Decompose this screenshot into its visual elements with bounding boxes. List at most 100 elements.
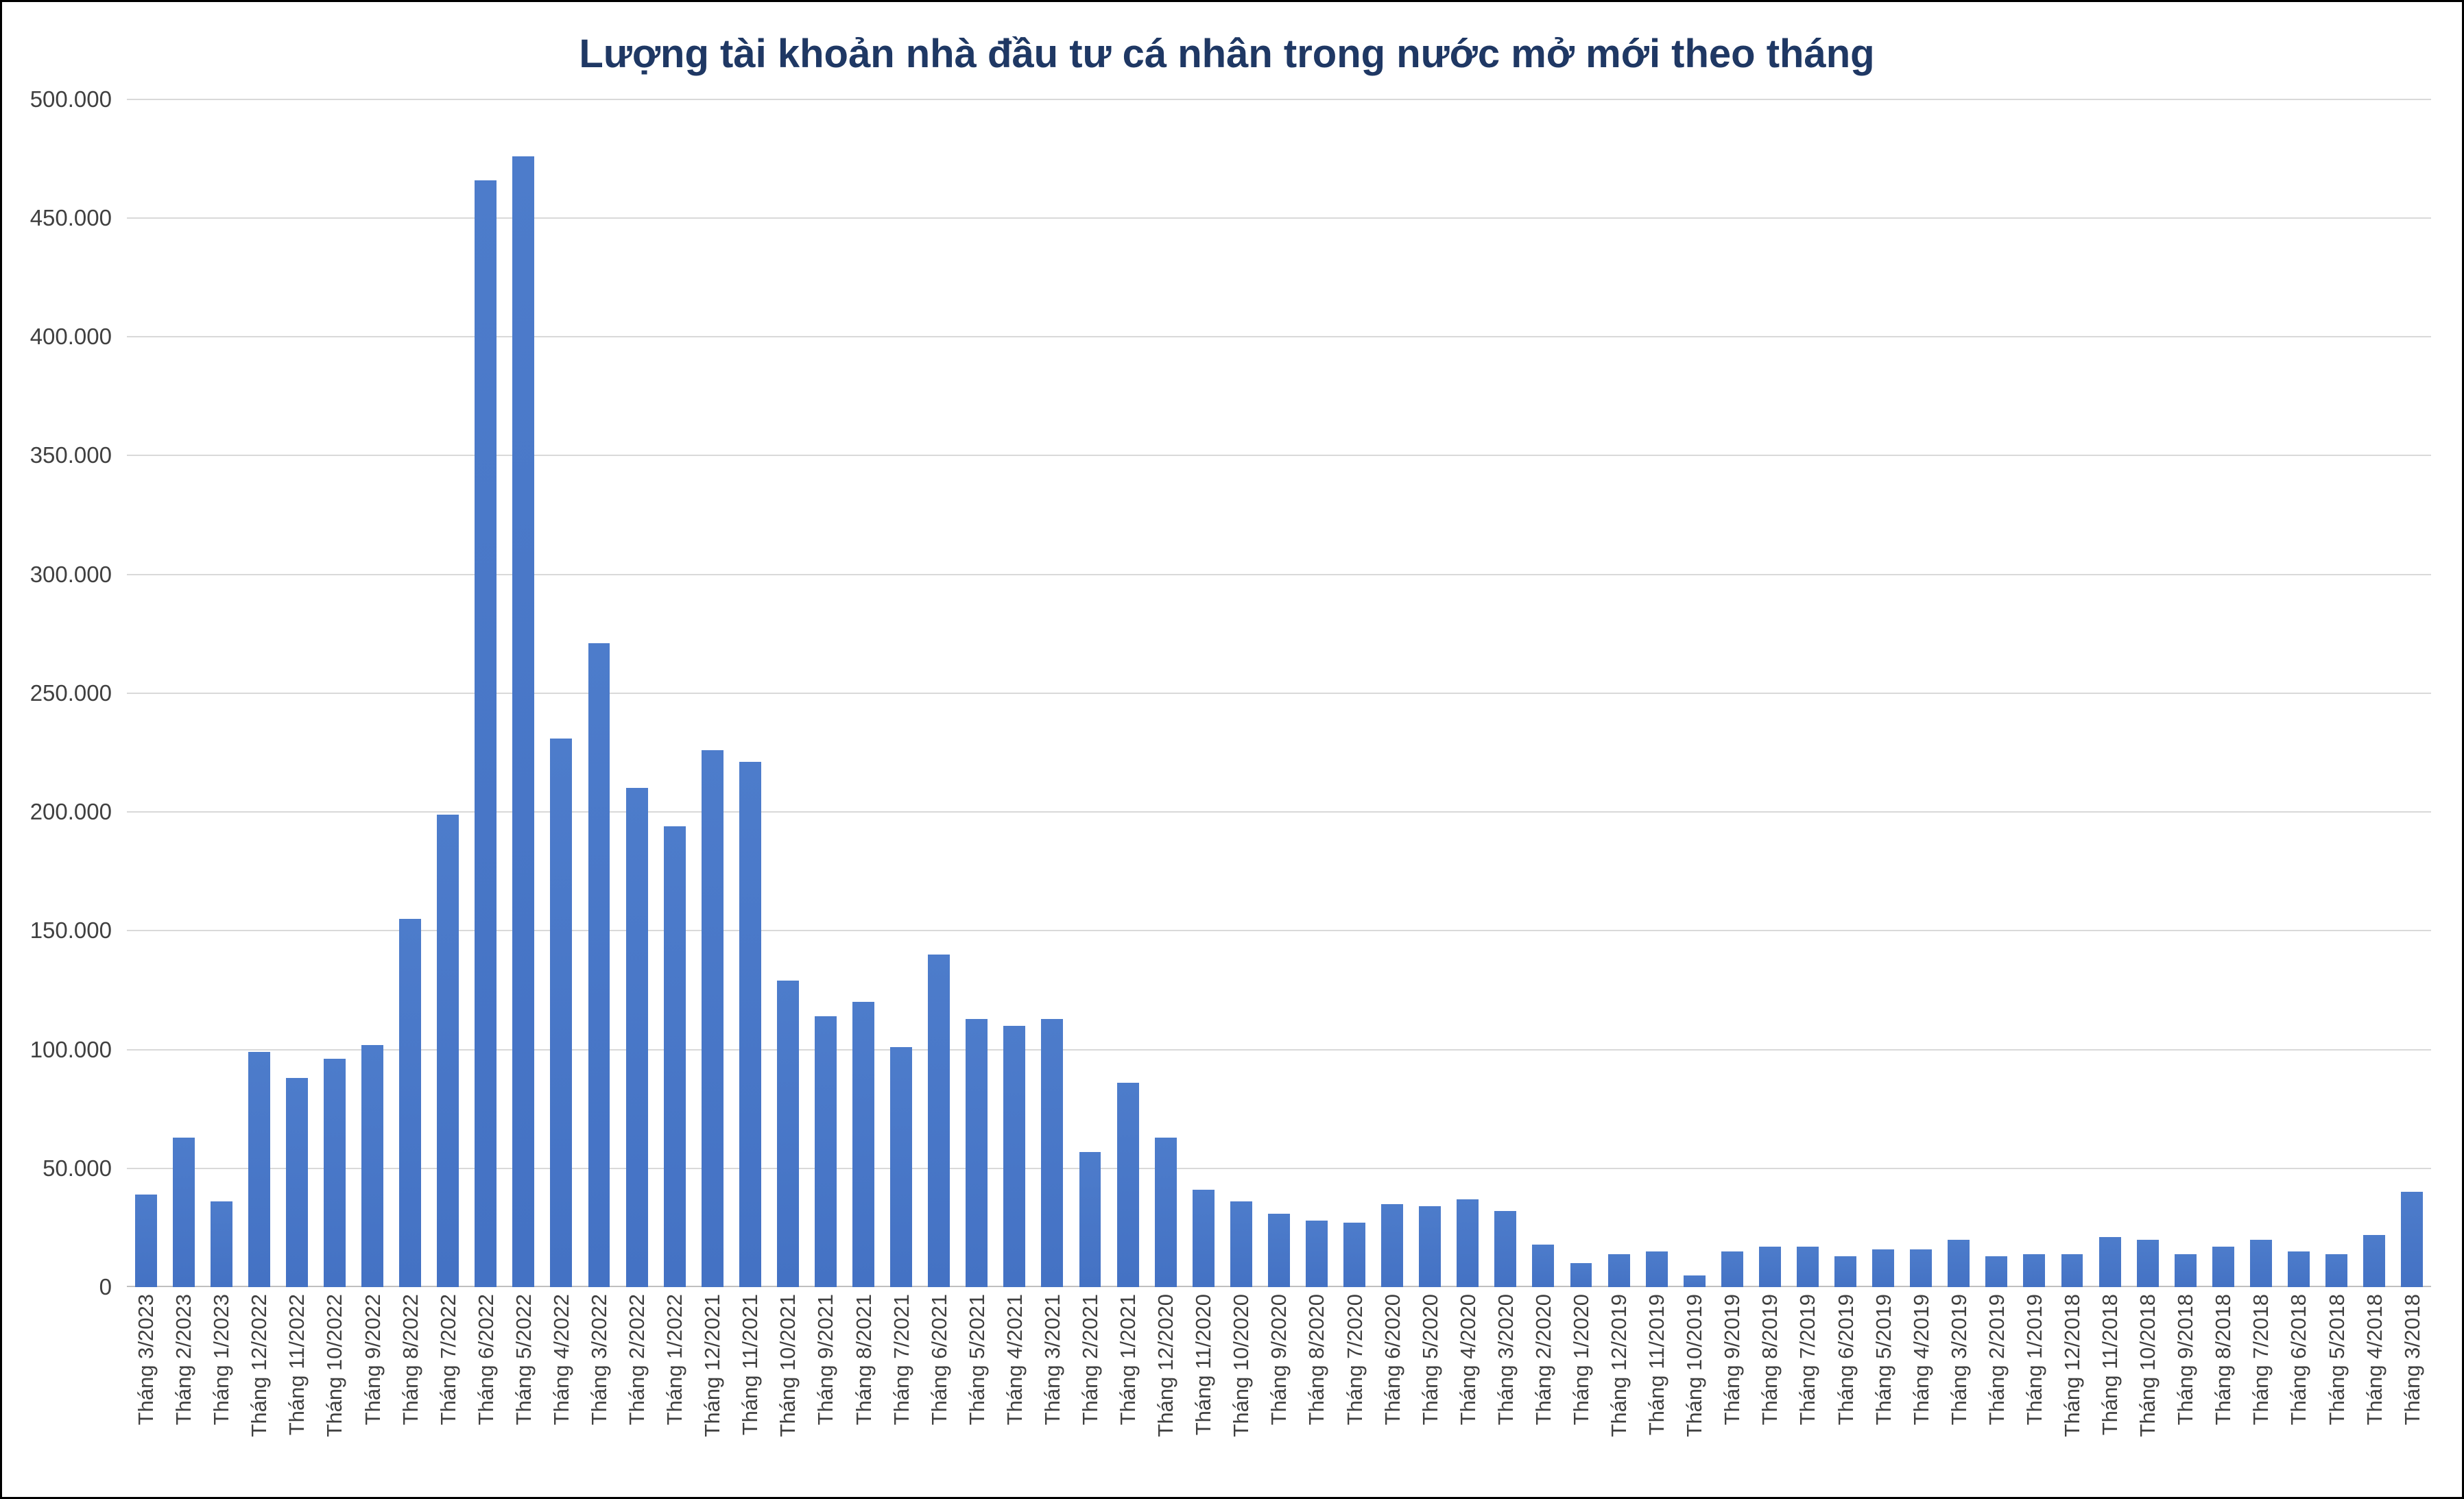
bar [1305,1221,1328,1287]
x-tick-slot: Tháng 10/2018 [2129,1287,2166,1485]
bar-slot [883,99,920,1287]
bar [1003,1025,1026,1287]
bar-slot [1184,99,1222,1287]
x-tick-slot: Tháng 2/2019 [1978,1287,2016,1485]
bar-slot [1865,99,1902,1287]
x-tick-label: Tháng 4/2022 [549,1294,573,1426]
chart-title: Lượng tài khoản nhà đầu tư cá nhân trong… [579,32,1875,76]
x-tick-label: Tháng 6/2022 [473,1294,498,1426]
x-tick-label: Tháng 1/2019 [2022,1294,2046,1426]
gridline [127,692,2431,694]
x-tick-label: Tháng 3/2020 [1493,1294,1518,1426]
bar [1948,1239,1970,1287]
x-tick-label: Tháng 9/2021 [813,1294,838,1426]
bar [550,738,573,1287]
x-tick-slot: Tháng 5/2020 [1411,1287,1449,1485]
x-tick-slot: Tháng 3/2022 [580,1287,618,1485]
x-tick-label: Tháng 4/2021 [1002,1294,1027,1426]
x-tick-slot: Tháng 5/2018 [2318,1287,2356,1485]
x-tick-label: Tháng 11/2021 [738,1294,763,1436]
y-tick-label: 50.000 [43,1155,112,1181]
bar-slot [1600,99,1638,1287]
bar-series [127,99,2431,1287]
bar [1532,1244,1555,1287]
bar [2363,1234,2386,1287]
x-tick-label: Tháng 3/2021 [1040,1294,1064,1426]
x-tick-label: Tháng 6/2019 [1833,1294,1858,1426]
x-tick-label: Tháng 11/2020 [1191,1294,1216,1436]
x-tick-slot: Tháng 11/2020 [1184,1287,1222,1485]
bar [852,1002,874,1287]
x-tick-label: Tháng 11/2022 [285,1294,309,1436]
x-tick-label: Tháng 9/2020 [1267,1294,1291,1426]
bar [1192,1189,1215,1287]
bar-slot [958,99,996,1287]
bar-slot [1374,99,1411,1287]
x-tick-label: Tháng 12/2022 [247,1294,272,1437]
x-tick-slot: Tháng 3/2018 [2393,1287,2431,1485]
bar [248,1052,270,1287]
x-tick-slot: Tháng 9/2020 [1260,1287,1297,1485]
bar [2136,1239,2159,1287]
x-tick-label: Tháng 7/2021 [889,1294,913,1426]
bar [1116,1083,1139,1287]
bar-slot [1638,99,1675,1287]
x-tick-slot: Tháng 9/2022 [353,1287,391,1485]
bar-slot [1336,99,1374,1287]
bar-slot [2129,99,2166,1287]
bar-slot [1978,99,2016,1287]
bar-slot [2242,99,2280,1287]
bar-slot [731,99,769,1287]
x-tick-label: Tháng 6/2018 [2286,1294,2311,1426]
bar [1797,1247,1819,1287]
x-tick-label: Tháng 2/2020 [1531,1294,1555,1426]
y-axis: 0 50.000 100.000 150.000 200.000 250.000 300.0… [23,86,127,1299]
x-tick-label: Tháng 2/2022 [625,1294,649,1426]
x-tick-label: Tháng 8/2020 [1304,1294,1329,1426]
bar [2023,1254,2046,1287]
bar [399,919,422,1287]
x-tick-slot: Tháng 7/2021 [883,1287,920,1485]
x-tick-label: Tháng 4/2018 [2362,1294,2387,1426]
x-tick-slot: Tháng 7/2020 [1336,1287,1374,1485]
y-tick-label: 250.000 [29,680,112,706]
x-tick-slot: Tháng 7/2019 [1789,1287,1826,1485]
x-tick-label: Tháng 2/2021 [1077,1294,1102,1426]
y-tick-label: 350.000 [29,442,112,468]
x-tick-label: Tháng 1/2020 [1569,1294,1593,1426]
x-tick-label: Tháng 2/2023 [171,1294,196,1426]
x-tick-label: Tháng 3/2018 [2400,1294,2424,1426]
bar-slot [2356,99,2393,1287]
x-tick-slot: Tháng 10/2020 [1222,1287,1260,1485]
x-tick-label: Tháng 8/2021 [851,1294,876,1426]
bar-slot [505,99,542,1287]
bar [2212,1247,2234,1287]
x-tick-slot: Tháng 4/2018 [2356,1287,2393,1485]
x-tick-label: Tháng 3/2023 [134,1294,158,1426]
bar-slot [429,99,467,1287]
x-tick-slot: Tháng 4/2019 [1902,1287,1940,1485]
x-tick-slot: Tháng 9/2018 [2166,1287,2204,1485]
y-tick-label: 0 [99,1274,112,1299]
bar [1570,1263,1592,1287]
x-tick-slot: Tháng 3/2019 [1940,1287,1978,1485]
bar [475,180,497,1287]
x-tick-label: Tháng 1/2022 [662,1294,687,1426]
x-tick-slot: Tháng 1/2020 [1562,1287,1600,1485]
bar [1645,1251,1668,1287]
x-tick-slot: Tháng 1/2022 [656,1287,693,1485]
bar [1457,1199,1479,1287]
bar-slot [1675,99,1713,1287]
x-tick-label: Tháng 3/2019 [1946,1294,1971,1426]
x-tick-slot: Tháng 8/2018 [2204,1287,2242,1485]
y-tick-label: 450.000 [29,205,112,231]
bar [2325,1254,2348,1287]
bar-slot [1449,99,1487,1287]
x-tick-label: Tháng 7/2019 [1795,1294,1820,1426]
x-tick-label: Tháng 12/2020 [1153,1294,1178,1437]
bar-slot [542,99,580,1287]
x-tick-slot: Tháng 8/2019 [1751,1287,1789,1485]
bar [1721,1251,1743,1287]
x-tick-slot: Tháng 7/2022 [429,1287,467,1485]
bar-slot [1297,99,1335,1287]
